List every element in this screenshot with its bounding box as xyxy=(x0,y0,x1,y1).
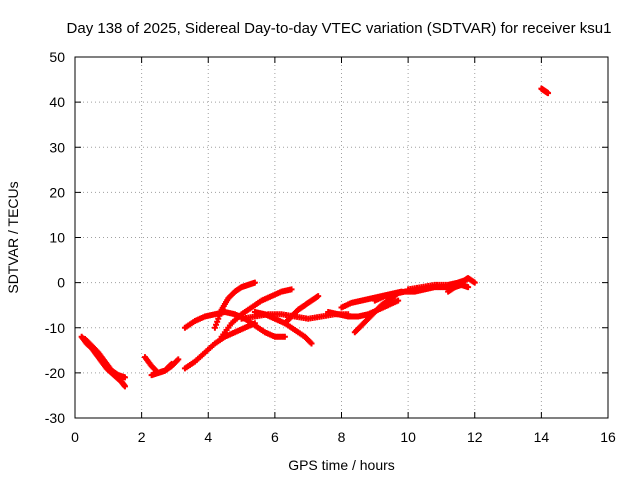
x-tick-label: 14 xyxy=(534,429,550,445)
series-arc4 xyxy=(148,356,182,379)
y-tick-label: 0 xyxy=(57,275,65,291)
x-tick-label: 12 xyxy=(467,429,483,445)
y-tick-label: 50 xyxy=(49,49,65,65)
data-point xyxy=(121,383,128,390)
y-axis-label: SDTVAR / TECUs xyxy=(5,181,21,293)
y-tick-label: 40 xyxy=(49,94,65,110)
x-tick-label: 10 xyxy=(400,429,416,445)
data-point xyxy=(308,340,315,347)
data-point xyxy=(395,297,402,304)
y-tick-label: 20 xyxy=(49,184,65,200)
series-arc2 xyxy=(81,336,128,381)
x-tick-label: 8 xyxy=(338,429,346,445)
y-tick-label: -20 xyxy=(45,365,65,381)
data-point xyxy=(215,315,222,322)
grid-lines xyxy=(75,57,608,418)
data-point xyxy=(251,279,258,286)
series-arc17 xyxy=(445,281,472,295)
data-point xyxy=(545,90,552,97)
chart-title: Day 138 of 2025, Sidereal Day-to-day VTE… xyxy=(67,20,612,37)
x-tick-label: 16 xyxy=(600,429,616,445)
data-point xyxy=(315,293,322,300)
data-point xyxy=(175,356,182,363)
x-tick-label: 4 xyxy=(204,429,212,445)
y-tick-label: -10 xyxy=(45,320,65,336)
data-point xyxy=(121,374,128,381)
data-point xyxy=(216,312,223,319)
x-tick-label: 2 xyxy=(138,429,146,445)
series-arc7 xyxy=(211,279,258,331)
series-arc8 xyxy=(218,286,295,340)
data-point xyxy=(281,333,288,340)
data-point xyxy=(214,318,221,325)
series-arc5 xyxy=(181,320,258,372)
data-point xyxy=(211,324,218,331)
series-arc18 xyxy=(538,85,552,97)
axis-ticks: 0 2 4 6 8 10 12 14 16 -30 -20 -10 0 10 20 30 40 50 xyxy=(45,49,616,445)
x-tick-label: 0 xyxy=(71,429,79,445)
y-tick-label: -30 xyxy=(45,410,65,426)
x-tick-label: 6 xyxy=(271,429,279,445)
data-point xyxy=(217,309,224,316)
y-tick-label: 10 xyxy=(49,230,65,246)
series-arc11 xyxy=(281,293,322,327)
data-point xyxy=(465,284,472,291)
data-point xyxy=(213,321,220,328)
x-axis-label: GPS time / hours xyxy=(288,457,395,473)
data-points xyxy=(78,85,552,390)
data-point xyxy=(471,279,478,286)
y-tick-label: 30 xyxy=(49,139,65,155)
data-point xyxy=(288,286,295,293)
